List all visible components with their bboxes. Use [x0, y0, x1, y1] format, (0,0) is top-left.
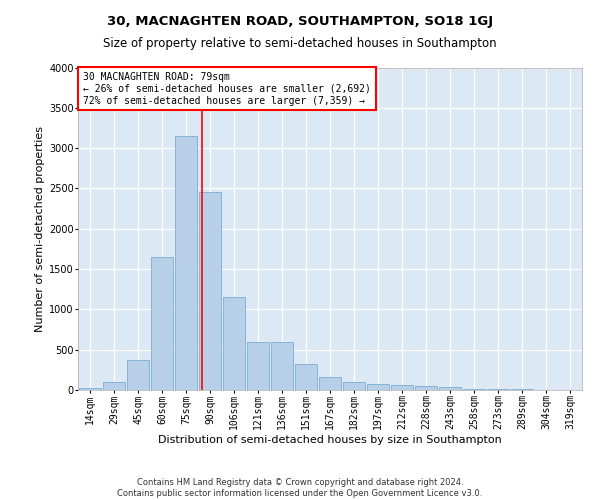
Bar — [487, 389, 509, 390]
Bar — [415, 386, 437, 390]
Bar — [271, 342, 293, 390]
Bar — [439, 387, 461, 390]
Bar — [295, 364, 317, 390]
Bar — [319, 377, 341, 390]
Bar — [151, 257, 173, 390]
Text: Contains HM Land Registry data © Crown copyright and database right 2024.
Contai: Contains HM Land Registry data © Crown c… — [118, 478, 482, 498]
Bar — [175, 136, 197, 390]
Bar — [463, 389, 485, 390]
Bar — [79, 388, 101, 390]
Bar — [247, 342, 269, 390]
Bar — [511, 389, 533, 390]
Text: Size of property relative to semi-detached houses in Southampton: Size of property relative to semi-detach… — [103, 38, 497, 51]
Bar — [367, 384, 389, 390]
Bar — [103, 382, 125, 390]
Text: 30 MACNAGHTEN ROAD: 79sqm
← 26% of semi-detached houses are smaller (2,692)
72% : 30 MACNAGHTEN ROAD: 79sqm ← 26% of semi-… — [83, 72, 371, 106]
Bar — [199, 192, 221, 390]
Bar — [343, 382, 365, 390]
Bar — [391, 385, 413, 390]
Bar — [223, 298, 245, 390]
Bar — [127, 360, 149, 390]
Y-axis label: Number of semi-detached properties: Number of semi-detached properties — [35, 126, 45, 332]
X-axis label: Distribution of semi-detached houses by size in Southampton: Distribution of semi-detached houses by … — [158, 435, 502, 445]
Text: 30, MACNAGHTEN ROAD, SOUTHAMPTON, SO18 1GJ: 30, MACNAGHTEN ROAD, SOUTHAMPTON, SO18 1… — [107, 15, 493, 28]
